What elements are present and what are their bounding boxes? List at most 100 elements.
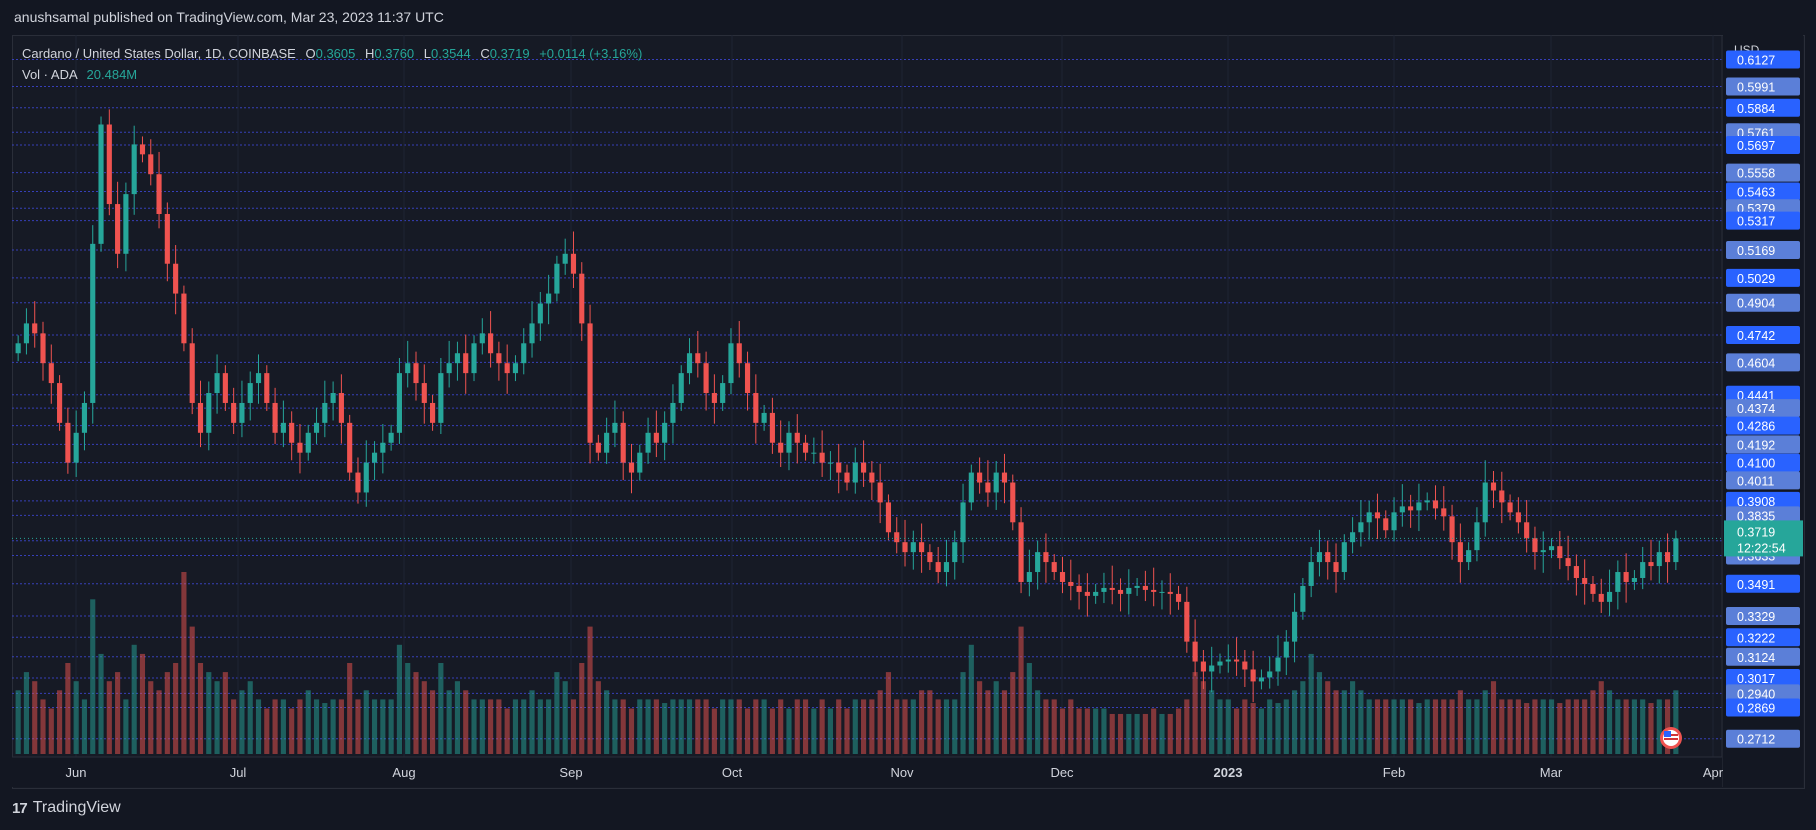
volume-bar — [1416, 703, 1422, 754]
price-axis: USD0.61270.59910.58840.57610.56970.55580… — [1721, 35, 1803, 787]
candle-body — [40, 333, 46, 364]
time-axis-panel — [12, 757, 1722, 787]
tradingview-brand[interactable]: 17 TradingView — [12, 799, 121, 817]
volume-bar — [852, 699, 858, 754]
volume-bar — [421, 681, 427, 754]
volume-bar — [1126, 713, 1132, 754]
candle-body — [1499, 490, 1505, 503]
volume-bar — [40, 699, 46, 754]
price-level-label: 0.5317 — [1737, 215, 1775, 229]
volume-bar — [471, 699, 477, 754]
volume-bar — [106, 681, 112, 754]
price-level-tag — [1726, 574, 1800, 593]
volume-bar — [330, 699, 336, 754]
candle-body — [1432, 500, 1439, 509]
candle-body — [546, 293, 552, 304]
volume-bar — [628, 708, 635, 754]
candle-body — [488, 333, 494, 354]
volume-bar — [1565, 699, 1571, 754]
candle-body — [695, 353, 701, 364]
volume-bar — [305, 690, 311, 754]
candle-body — [1474, 522, 1480, 551]
candle-body — [1490, 482, 1497, 491]
volume-bar — [1192, 672, 1198, 754]
candle-body — [554, 263, 560, 294]
candle-body — [1192, 641, 1198, 662]
volume-bar — [802, 699, 809, 754]
volume-bar — [1093, 708, 1099, 754]
volume-label: Vol · ADA — [22, 67, 77, 82]
volume-bar — [1151, 708, 1157, 754]
volume-bar — [819, 699, 825, 754]
candle-body — [1515, 512, 1521, 523]
grid-layer — [12, 35, 1722, 757]
volume-bar — [1366, 699, 1372, 754]
candle-body — [123, 194, 129, 254]
volume-bar — [90, 599, 96, 754]
price-level-tag — [1726, 353, 1800, 372]
volume-bar — [496, 699, 502, 754]
price-level-tag — [1726, 698, 1800, 717]
volume-bar — [280, 699, 286, 754]
price-level-tag — [1726, 211, 1800, 230]
candle-body — [189, 343, 195, 403]
price-level-label: 0.3222 — [1737, 631, 1775, 645]
volume-bar — [98, 653, 104, 754]
candle-body — [371, 452, 378, 463]
volume-bar — [1590, 690, 1596, 754]
volume-bar — [977, 681, 983, 754]
candle-body — [1399, 506, 1405, 513]
candle-body — [15, 343, 21, 354]
volume-bar — [1283, 699, 1289, 754]
candle-body — [496, 353, 502, 364]
volume-bar — [968, 644, 974, 754]
candle-body — [65, 422, 71, 463]
volume-bar — [272, 699, 278, 754]
candle-body — [1217, 661, 1223, 666]
candle-body — [413, 363, 419, 384]
volume-bar — [952, 699, 958, 754]
candle-body — [297, 442, 303, 453]
candle-body — [844, 472, 850, 483]
candle-body — [454, 353, 461, 364]
time-tick-label: Mar — [1540, 765, 1563, 780]
volume-bar — [1432, 699, 1439, 754]
volume-bar — [703, 699, 709, 754]
candle-body — [1656, 552, 1662, 567]
price-level-tag — [1726, 135, 1800, 154]
volume-bar — [479, 699, 485, 754]
candle-body — [1673, 538, 1679, 563]
volume-bar — [1631, 699, 1637, 754]
candle-layer — [12, 109, 1722, 749]
volume-bar — [1515, 699, 1521, 754]
time-tick-label: Jul — [230, 765, 247, 780]
candle-body — [156, 174, 162, 215]
volume-bar — [454, 681, 461, 754]
volume-bar — [1582, 699, 1588, 754]
volume-bar — [255, 699, 262, 754]
open-value: 0.3605 — [315, 46, 356, 61]
candle-body — [1283, 641, 1289, 658]
candle-body — [1068, 581, 1074, 586]
candle-body — [1615, 572, 1621, 592]
price-level-tag — [1726, 628, 1800, 647]
candle-body — [1548, 546, 1555, 551]
volume-bar — [1474, 699, 1480, 754]
candle-body — [1573, 566, 1579, 578]
volume-bar — [1598, 681, 1604, 754]
candle-body — [1648, 562, 1654, 567]
volume-bar — [123, 699, 129, 754]
volume-bar — [570, 699, 577, 754]
volume-bar — [1441, 699, 1447, 754]
price-level-tag — [1726, 453, 1800, 472]
chart-frame[interactable] — [12, 35, 1805, 789]
candle-body — [1117, 589, 1124, 594]
candle-body — [794, 432, 800, 443]
volume-bar — [744, 708, 751, 754]
symbol-title: Cardano / United States Dollar, 1D, COIN… — [22, 46, 296, 61]
candle-body — [1557, 546, 1563, 559]
time-tick-label: Apr — [1703, 765, 1724, 780]
candle-body — [48, 363, 54, 384]
volume-bar — [1167, 713, 1173, 754]
